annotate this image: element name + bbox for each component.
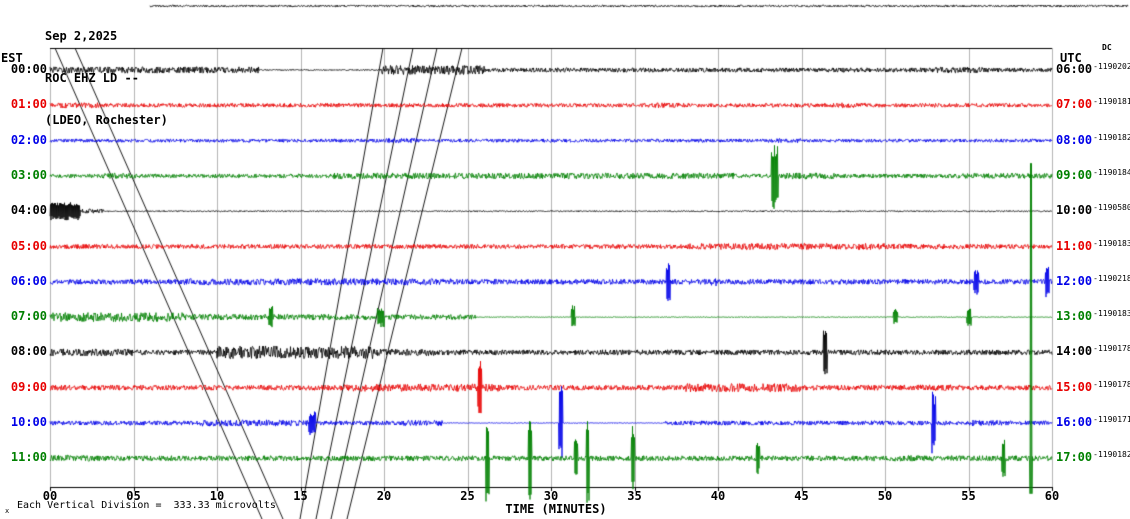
est-label-04:00: 04:00 <box>10 203 47 218</box>
est-label-10:00: 10:00 <box>10 415 47 429</box>
utc-label-10:00: 10:00-1190580 <box>1056 203 1130 217</box>
est-label-06:00: 06:00 <box>10 273 47 288</box>
x-tick-45: 45 <box>794 489 809 503</box>
dc-count: -1190218 <box>1093 273 1130 283</box>
dc-label: DC <box>1102 43 1112 52</box>
est-label-09:00: 09:00 <box>10 379 47 394</box>
utc-label-14:00: 14:00-1190178 <box>1056 344 1130 358</box>
header: Sep 2,2025 ROC EHZ LD -- (LDEO, Rocheste… <box>45 1 168 155</box>
est-label-03:00: 03:00 <box>10 167 47 182</box>
x-tick-25: 25 <box>460 489 475 503</box>
x-tick-40: 40 <box>710 489 726 503</box>
utc-label-15:00: 15:00-1190178 <box>1056 380 1130 394</box>
est-label-07:00: 07:00 <box>10 309 47 324</box>
dc-count: -1190183 <box>1093 238 1130 248</box>
utc-label-16:00: 16:00-1190171 <box>1056 415 1130 429</box>
utc-label-08:00: 08:00-1190182 <box>1056 133 1130 147</box>
utc-hour: 12:00 <box>1056 273 1093 288</box>
utc-hour: 08:00 <box>1056 132 1093 147</box>
x-tick-15: 15 <box>293 489 308 503</box>
utc-label-11:00: 11:00-1190183 <box>1056 239 1130 253</box>
utc-label-07:00: 07:00-1190181 <box>1056 97 1130 111</box>
utc-hour: 09:00 <box>1056 167 1093 182</box>
utc-label-09:00: 09:00-1190184 <box>1056 168 1130 182</box>
utc-hour: 17:00 <box>1056 450 1093 465</box>
x-tick-00: 00 <box>42 489 58 503</box>
utc-hour: 11:00 <box>1056 238 1093 253</box>
x-tick-05: 05 <box>126 489 141 503</box>
utc-hour: 07:00 <box>1056 97 1093 112</box>
utc-label-12:00: 12:00-1190218 <box>1056 274 1130 288</box>
dc-count: -1190178 <box>1093 379 1130 389</box>
utc-hour: 14:00 <box>1056 344 1093 359</box>
utc-hour: 13:00 <box>1056 309 1093 324</box>
est-label-08:00: 08:00 <box>10 344 47 359</box>
utc-hour: 15:00 <box>1056 379 1093 394</box>
header-date: Sep 2,2025 <box>45 29 118 43</box>
est-label-00:00: 00:00 <box>10 62 47 76</box>
x-tick-10: 10 <box>209 489 225 503</box>
dc-count: -1190178 <box>1093 344 1130 354</box>
left-timezone-label: EST <box>1 51 23 65</box>
x-tick-20: 20 <box>376 489 392 503</box>
dc-count: -1190181 <box>1093 97 1130 107</box>
dc-count: -1190202 <box>1093 62 1130 71</box>
dc-count: -1190171 <box>1093 415 1130 424</box>
utc-label-06:00: 06:00-1190202 <box>1056 62 1130 76</box>
utc-hour: 06:00 <box>1056 62 1093 76</box>
x-tick-50: 50 <box>877 489 893 503</box>
header-location: (LDEO, Rochester) <box>45 113 168 127</box>
right-timezone-label: UTC <box>1060 51 1082 65</box>
x-tick-55: 55 <box>961 489 976 503</box>
scale-note: Each Vertical Division = 333.33 microvol… <box>17 500 276 511</box>
dc-count: -1190184 <box>1093 167 1130 177</box>
utc-hour: 16:00 <box>1056 415 1093 429</box>
x-axis-title: TIME (MINUTES) <box>505 502 607 516</box>
header-station: ROC EHZ LD -- <box>45 71 139 85</box>
utc-label-17:00: 17:00-1190182 <box>1056 450 1130 464</box>
est-label-11:00: 11:00 <box>10 450 47 465</box>
footer-marker: x <box>5 507 10 515</box>
x-tick-60: 60 <box>1044 489 1060 503</box>
est-label-05:00: 05:00 <box>10 238 47 253</box>
dc-count: -1190182 <box>1093 450 1130 460</box>
dc-count: -1190580 <box>1093 203 1130 213</box>
est-label-02:00: 02:00 <box>10 132 47 147</box>
dc-count: -1190182 <box>1093 132 1130 142</box>
utc-label-13:00: 13:00-1190183 <box>1056 309 1130 323</box>
x-tick-30: 30 <box>543 489 559 503</box>
x-tick-35: 35 <box>627 489 642 503</box>
dc-count: -1190183 <box>1093 309 1130 319</box>
est-label-01:00: 01:00 <box>10 97 47 112</box>
utc-hour: 10:00 <box>1056 203 1093 218</box>
